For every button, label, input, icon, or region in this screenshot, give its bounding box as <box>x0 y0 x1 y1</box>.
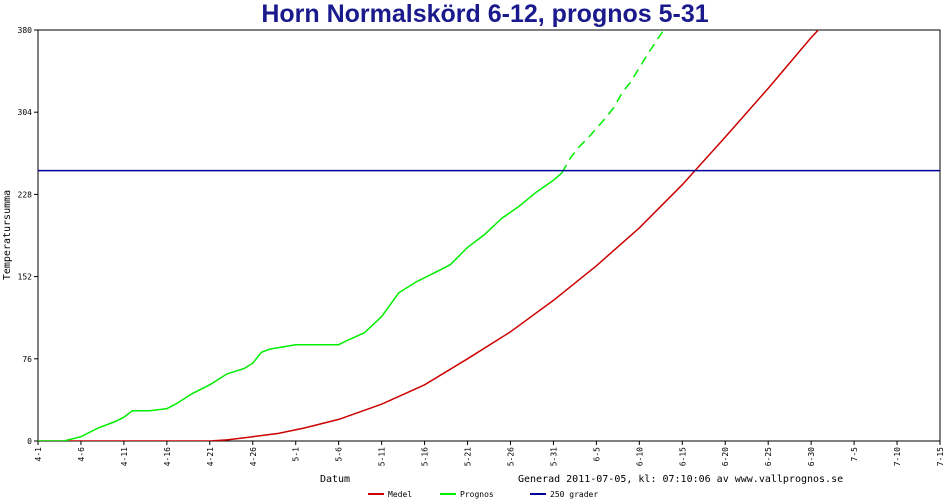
x-tick-label: 4-6 <box>77 447 86 462</box>
series-line-prognos-dashed <box>561 30 665 174</box>
x-tick-label: 7-15 <box>936 447 945 466</box>
x-tick-label: 5-21 <box>464 447 473 466</box>
x-axis-label: Datum <box>320 474 350 485</box>
x-tick-label: 5-6 <box>335 447 344 462</box>
x-tick-label: 4-21 <box>206 447 215 466</box>
y-tick-label: 152 <box>18 273 33 282</box>
y-axis: 0 76 152 228 304 380 <box>18 26 38 446</box>
y-tick-label: 228 <box>18 190 33 199</box>
y-tick-label: 0 <box>27 437 32 446</box>
x-tick-label: 7-5 <box>850 447 859 462</box>
y-axis-label: Temperatursumma <box>2 190 13 280</box>
x-tick-label: 4-1 <box>34 447 43 462</box>
chart-title: Horn Normalskörd 6-12, prognos 5-31 <box>261 0 708 28</box>
x-tick-label: 7-10 <box>893 447 902 466</box>
x-tick-label: 5-16 <box>421 447 430 466</box>
footer-text: Generad 2011-07-05, kl: 07:10:06 av www.… <box>518 474 843 485</box>
x-tick-label: 6-25 <box>764 447 773 466</box>
legend-label: Prognos <box>460 490 494 499</box>
x-tick-label: 5-11 <box>378 447 387 466</box>
x-tick-label: 6-5 <box>592 447 601 462</box>
series-line-prognos <box>38 172 563 441</box>
legend-label: Medel <box>388 490 412 499</box>
x-tick-label: 4-26 <box>249 447 258 466</box>
x-tick-label: 5-1 <box>292 447 301 462</box>
y-tick-label: 380 <box>18 26 33 35</box>
x-tick-label: 6-15 <box>678 447 687 466</box>
x-tick-label: 4-16 <box>163 447 172 466</box>
x-tick-label: 4-11 <box>120 447 129 466</box>
y-tick-label: 76 <box>22 355 32 364</box>
x-tick-label: 5-31 <box>549 447 558 466</box>
x-tick-label: 6-20 <box>721 447 730 466</box>
legend: Medel Prognos 250 grader <box>368 490 598 499</box>
legend-label: 250 grader <box>550 490 598 499</box>
series-line-medel <box>38 30 820 441</box>
x-tick-label: 6-10 <box>635 447 644 466</box>
y-tick-label: 304 <box>18 108 33 117</box>
x-tick-label: 5-26 <box>506 447 515 466</box>
plot-area <box>37 29 941 442</box>
x-tick-label: 6-30 <box>807 447 816 466</box>
x-axis: 4-1 4-6 4-11 4-16 4-21 4-26 5-1 5-6 5-11 5-16 5-21… <box>34 441 945 466</box>
series-lines <box>38 30 940 441</box>
